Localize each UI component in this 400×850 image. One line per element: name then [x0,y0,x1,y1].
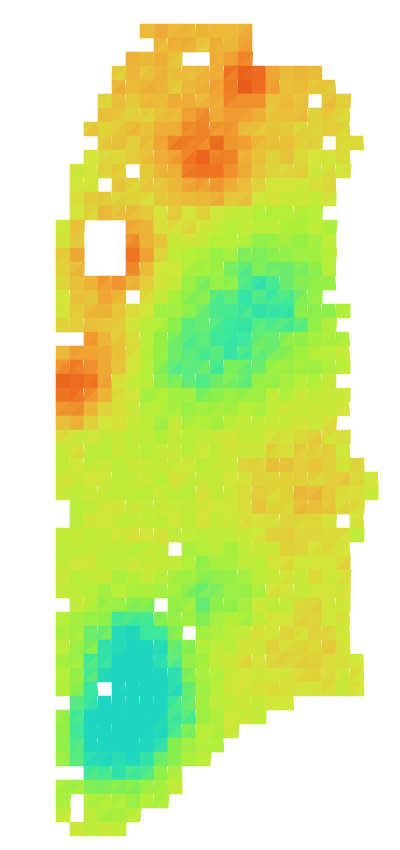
surface-facet [139,793,155,809]
surface-facet [69,779,85,795]
surface-facet [153,793,170,809]
surface-facet [349,527,365,543]
surface-facet [55,807,72,823]
surface-facet [139,23,155,39]
surface-facet [167,779,183,795]
surface-facet [279,695,295,711]
surface-facet [111,821,127,837]
surface-facet [195,751,212,767]
surface-facet [321,275,337,291]
surface-facet [335,303,351,319]
surface-facet [335,359,351,375]
surface-facet [251,709,267,725]
surface-facet [335,499,351,515]
surface-facet [335,401,351,417]
surface-facet [209,737,225,753]
surface-facet [125,807,142,823]
surface-facet [153,583,169,599]
surface-facet [55,317,71,333]
surface-facet [111,205,127,221]
surface-facet [349,681,365,697]
surface-facet [349,135,365,151]
surface-facet [321,191,337,207]
surface-facet [167,527,183,543]
surface-facet [223,723,240,739]
surface-facet [363,485,379,501]
surface-facet [69,317,85,333]
surface-facet [335,163,352,179]
